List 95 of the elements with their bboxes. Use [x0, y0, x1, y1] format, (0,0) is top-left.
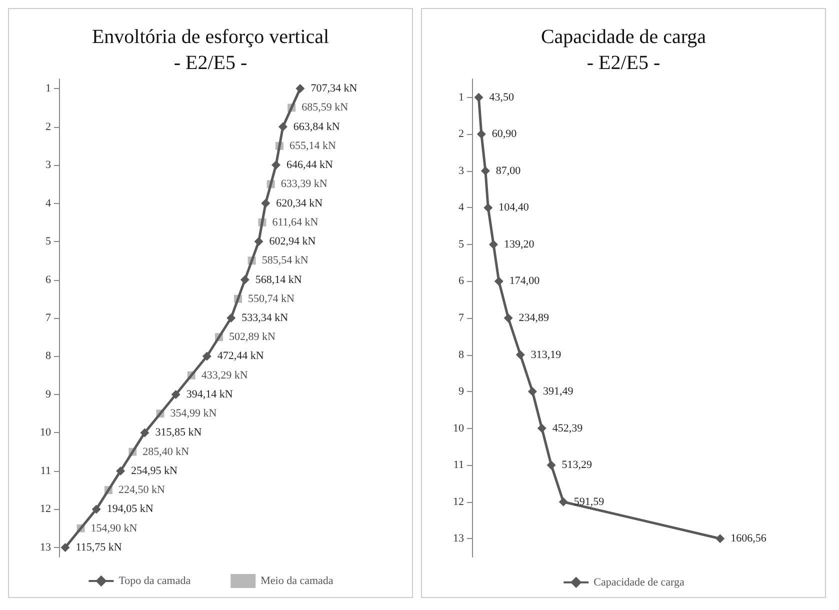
y-tick-label: 2 [46, 120, 51, 133]
y-tick-label: 12 [40, 503, 51, 516]
data-label: 391,49 [542, 386, 574, 398]
data-label: 224,50 kN [118, 484, 165, 496]
legend-label: Capacidade de carga [594, 576, 685, 588]
point [272, 160, 281, 170]
chart-title: Capacidade de carga - E2/E5 - [540, 26, 706, 74]
point [716, 534, 725, 544]
point [474, 92, 484, 102]
point [92, 504, 101, 514]
data-label: 550,74 kN [248, 292, 295, 305]
data-label: 285,40 kN [142, 446, 190, 458]
point [171, 390, 180, 399]
y-tick-label: 2 [458, 128, 464, 140]
point [494, 276, 504, 286]
y-tick-label: 11 [453, 459, 464, 472]
y-tick-label: 11 [40, 464, 51, 477]
y-tick-label: 13 [453, 532, 464, 545]
data-label: 174,00 [509, 275, 540, 288]
data-label: 620,34 kN [276, 197, 323, 210]
point [546, 460, 556, 470]
y-tick-label: 1 [46, 82, 51, 95]
data-label: 568,14 kN [255, 274, 302, 286]
y-tick-label: 1 [458, 91, 464, 104]
data-label: 60,90 [492, 128, 518, 140]
data-label: 707,34 kN [310, 82, 358, 95]
data-label: 646,44 kN [286, 159, 334, 172]
data-label: 663,84 kN [293, 120, 340, 133]
data-label: 1606,56 [730, 532, 767, 545]
data-label: 513,29 [562, 459, 593, 472]
point [528, 387, 537, 396]
data-label: 685,59 kN [302, 102, 348, 114]
data-label: 394,14 kN [186, 388, 233, 400]
data-label: 602,94 kN [269, 236, 316, 248]
point [202, 352, 212, 361]
data-label: 452,39 [552, 422, 584, 434]
data-label: 234,89 [518, 312, 550, 324]
data-label: 633,39 kN [280, 178, 328, 190]
y-tick-label: 8 [458, 348, 464, 361]
data-label: 43,50 [489, 91, 514, 104]
y-tick-label: 7 [458, 312, 464, 324]
data-label: 585,54 kN [262, 254, 308, 267]
point [476, 130, 486, 139]
y-tick-label: 4 [46, 197, 52, 210]
point [278, 122, 288, 132]
y-tick-label: 9 [46, 388, 52, 400]
legend-label: Meio da camada [260, 575, 334, 587]
y-tick-label: 5 [46, 236, 52, 248]
y-tick-label: 10 [453, 422, 464, 434]
data-label: 655,14 kN [289, 140, 336, 152]
y-tick-label: 3 [46, 159, 52, 172]
legend-label: Topo da camada [118, 575, 191, 587]
y-tick-label: 6 [458, 275, 464, 288]
point [516, 350, 525, 360]
point [60, 542, 70, 552]
data-label: 472,44 kN [217, 350, 264, 362]
data-label: 104,40 [498, 202, 530, 214]
data-label: 194,05 kN [106, 503, 154, 516]
point [116, 466, 126, 476]
data-label: 87,00 [496, 164, 522, 177]
data-label: 502,89 kN [229, 331, 276, 344]
y-tick-label: 6 [46, 274, 52, 286]
data-label: 254,95 kN [131, 464, 178, 477]
point [226, 314, 236, 322]
point [240, 275, 250, 284]
y-tick-label: 3 [458, 164, 464, 177]
data-label: 115,75 kN [76, 541, 122, 554]
data-label: 313,19 [530, 348, 562, 361]
y-tick-label: 7 [46, 312, 52, 324]
point [558, 497, 568, 506]
point [480, 166, 490, 176]
y-tick-label: 8 [46, 350, 52, 362]
y-tick-label: 4 [458, 202, 464, 214]
data-label: 139,20 [504, 238, 535, 250]
point [537, 424, 546, 433]
y-tick-label: 10 [40, 426, 52, 439]
data-label: 354,99 kN [170, 408, 217, 420]
chart-title: Envoltória de esforço vertical - E2/E5 - [92, 26, 330, 74]
y-tick-label: 5 [458, 238, 464, 250]
data-label: 315,85 kN [155, 426, 202, 439]
y-tick-label: 13 [40, 541, 52, 554]
y-tick-label: 12 [453, 496, 464, 508]
point [261, 198, 270, 208]
point [296, 84, 305, 94]
data-label: 533,34 kN [242, 312, 288, 324]
data-label: 591,59 [574, 496, 605, 508]
y-tick-label: 9 [458, 386, 464, 398]
point [140, 428, 150, 438]
data-label: 154,90 kN [90, 522, 138, 534]
data-label: 611,64 kN [272, 216, 318, 228]
point [489, 240, 498, 249]
data-label: 433,29 kN [201, 369, 248, 382]
point [504, 314, 513, 322]
point [254, 237, 264, 246]
point [484, 203, 493, 212]
